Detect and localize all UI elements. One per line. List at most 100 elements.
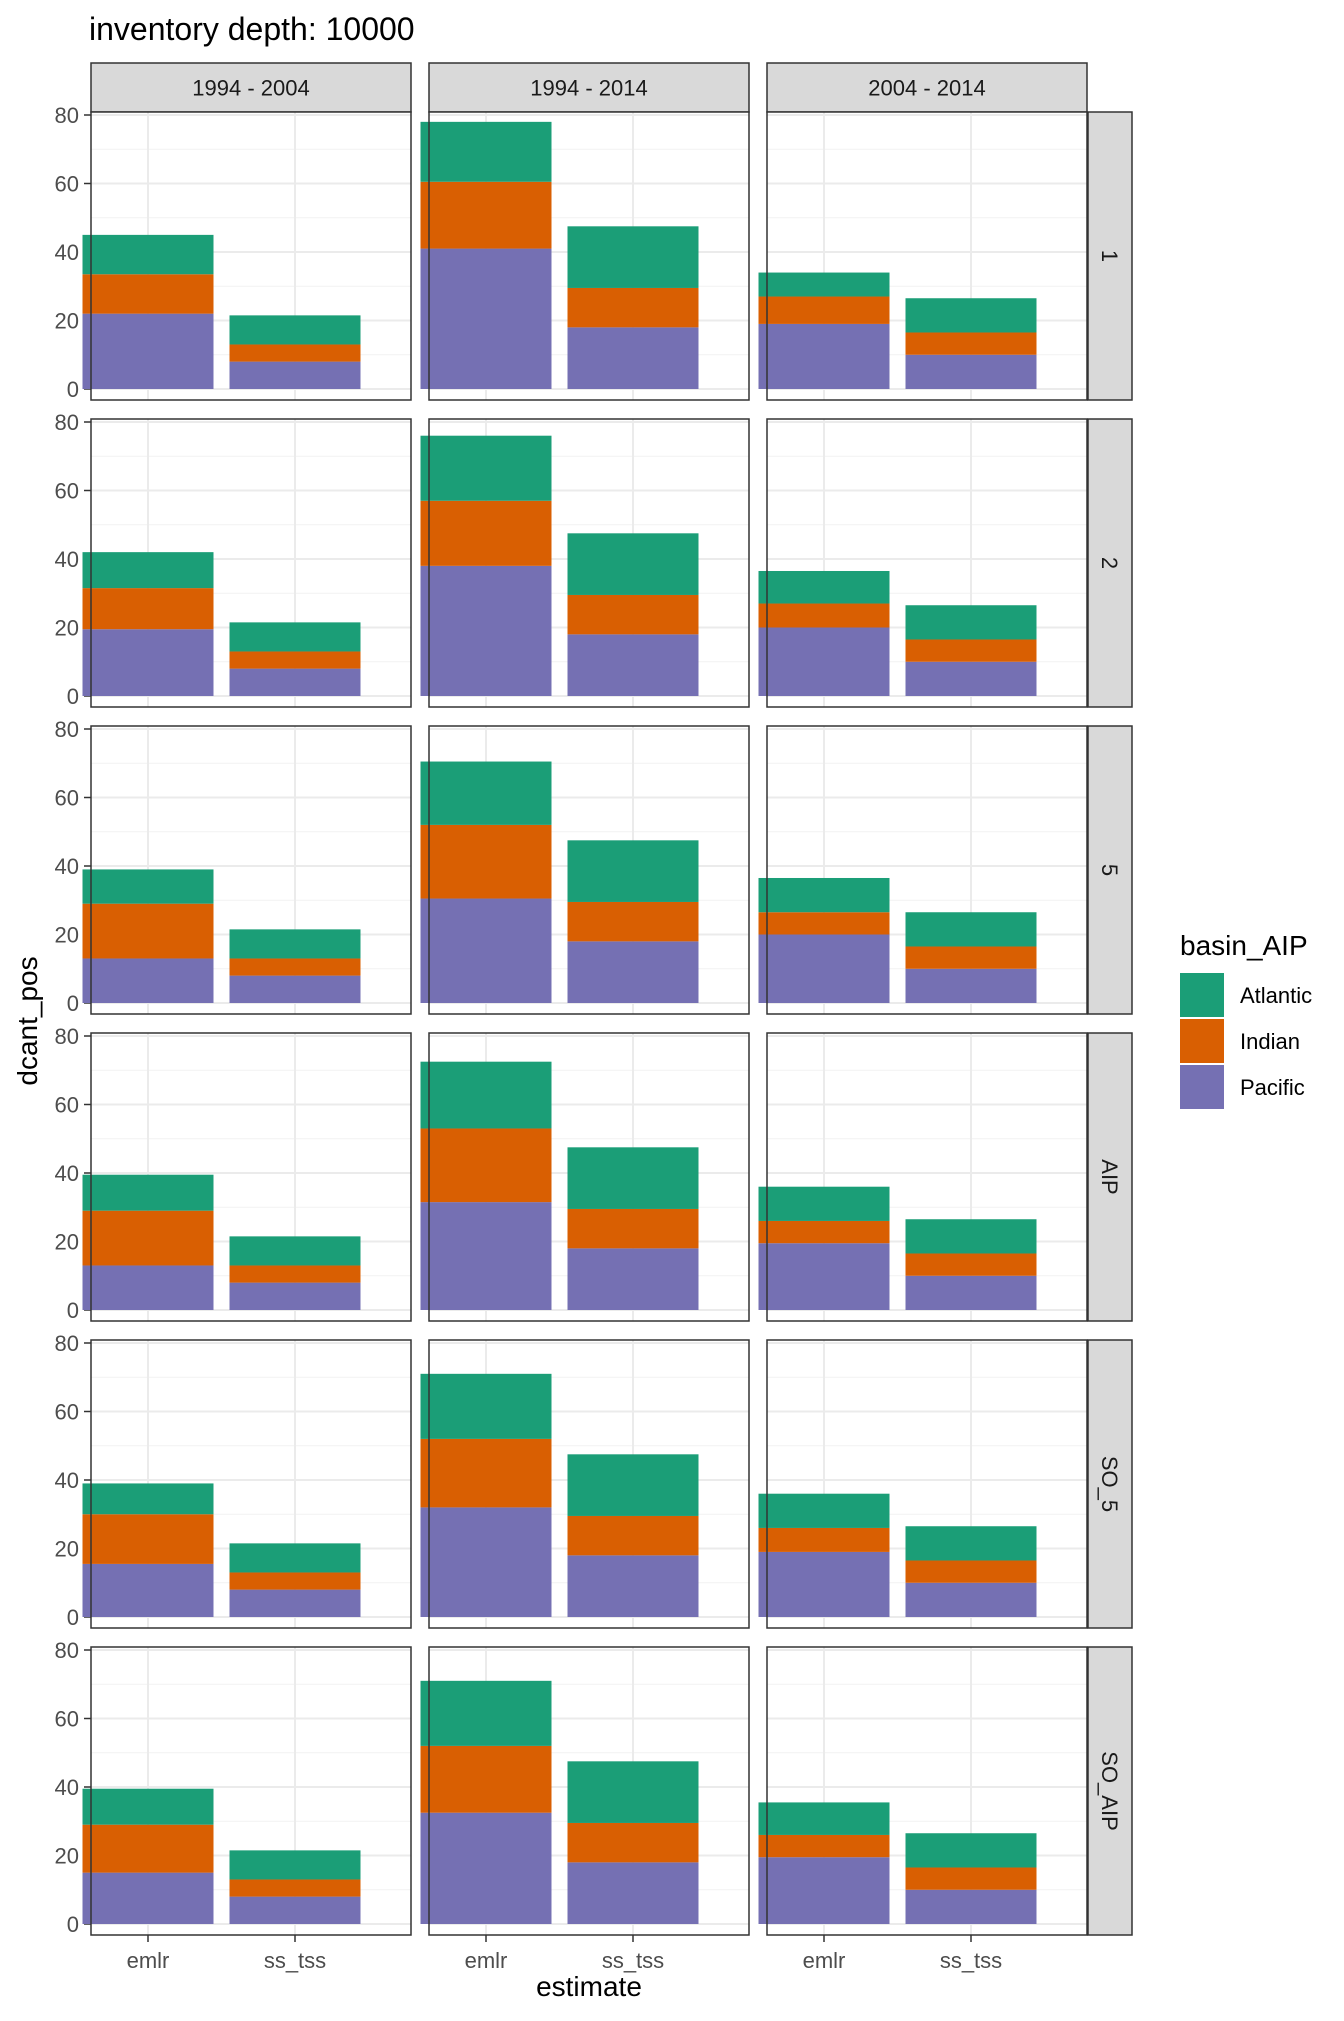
panel-border	[428, 1032, 750, 1322]
bar-emlr-atlantic	[420, 1680, 552, 1746]
y-tick-label: 0	[67, 684, 79, 709]
bar-emlr-indian	[82, 1514, 214, 1564]
panel-so-5-1994-2014	[420, 1339, 750, 1629]
bar-ss-tss-pacific	[229, 361, 361, 389]
bar-ss-tss-atlantic	[229, 622, 361, 652]
bar-emlr-pacific	[420, 565, 552, 696]
y-tick-label: 0	[67, 1912, 79, 1937]
bar-emlr-pacific	[82, 1563, 214, 1617]
bar-ss-tss-indian	[567, 901, 699, 942]
y-tick-label: 40	[55, 1161, 79, 1186]
y-tick-label: 0	[67, 377, 79, 402]
panel-so-5-2004-2014	[758, 1339, 1088, 1629]
bar-ss-tss-indian	[905, 1867, 1037, 1890]
legend-swatch-pacific	[1180, 1065, 1224, 1109]
bar-ss-tss-atlantic	[567, 1454, 699, 1516]
panel-border	[766, 725, 1088, 1015]
y-tick-label: 20	[55, 1537, 79, 1562]
panel-so-5-1994-2004	[82, 1339, 412, 1629]
x-tick-label: ss_tss	[602, 1948, 664, 1973]
bar-emlr-pacific	[758, 1551, 890, 1617]
panel-border	[766, 1032, 1088, 1322]
bar-emlr-pacific	[420, 1812, 552, 1924]
x-axis-title: estimate	[536, 1971, 642, 2002]
y-tick-label: 0	[67, 1605, 79, 1630]
y-tick-label: 60	[55, 1093, 79, 1118]
bar-emlr-pacific	[82, 1872, 214, 1924]
panel-border	[766, 418, 1088, 708]
y-tick-label: 80	[55, 103, 79, 128]
bar-emlr-pacific	[82, 629, 214, 696]
bar-ss-tss-indian	[229, 1572, 361, 1590]
bar-emlr-indian	[420, 1438, 552, 1508]
bar-ss-tss-atlantic	[567, 1761, 699, 1823]
panel-border	[90, 418, 412, 708]
bar-emlr-indian	[82, 1210, 214, 1266]
panel-aip-2004-2014	[758, 1032, 1088, 1322]
panel-1-2004-2014	[758, 111, 1088, 401]
bar-ss-tss-pacific	[905, 1275, 1037, 1310]
y-tick-label: 40	[55, 240, 79, 265]
bar-emlr-atlantic	[420, 121, 552, 182]
bar-ss-tss-atlantic	[229, 1850, 361, 1880]
bar-ss-tss-pacific	[567, 634, 699, 696]
bar-emlr-atlantic	[758, 1186, 890, 1221]
bar-ss-tss-pacific	[229, 1896, 361, 1924]
panel-aip-1994-2004	[82, 1032, 412, 1322]
bar-ss-tss-pacific	[229, 975, 361, 1003]
row-strip-label: AIP	[1097, 1159, 1122, 1194]
panel-border	[428, 1339, 750, 1629]
bar-ss-tss-atlantic	[567, 226, 699, 288]
row-strip-label: 2	[1097, 557, 1122, 569]
bar-ss-tss-pacific	[229, 1282, 361, 1310]
bar-ss-tss-indian	[905, 946, 1037, 969]
bar-ss-tss-indian	[229, 344, 361, 362]
legend: basin_AIP Atlantic Indian Pacific	[1180, 930, 1312, 1109]
bar-ss-tss-atlantic	[905, 1219, 1037, 1254]
row-strip-label: 1	[1097, 250, 1122, 262]
bar-ss-tss-indian	[905, 1560, 1037, 1583]
y-tick-label: 20	[55, 1230, 79, 1255]
bar-emlr-pacific	[82, 1265, 214, 1310]
row-strip-so-5	[1087, 1339, 1133, 1629]
bar-ss-tss-indian	[567, 594, 699, 635]
bar-emlr-pacific	[420, 1202, 552, 1310]
bar-ss-tss-atlantic	[229, 1236, 361, 1266]
bar-ss-tss-indian	[905, 332, 1037, 355]
panel-1-1994-2014	[420, 111, 750, 401]
bar-emlr-indian	[758, 1834, 890, 1858]
bar-emlr-indian	[420, 1128, 552, 1203]
panel-5-1994-2004	[82, 725, 412, 1015]
bar-ss-tss-atlantic	[567, 1147, 699, 1209]
panel-border	[428, 111, 750, 401]
column-strip-label: 1994 - 2004	[192, 76, 309, 101]
bar-emlr-atlantic	[758, 1802, 890, 1835]
bar-ss-tss-indian	[905, 1253, 1037, 1276]
bar-emlr-pacific	[82, 313, 214, 389]
bar-ss-tss-atlantic	[905, 912, 1037, 947]
panel-border	[90, 111, 412, 401]
panel-border	[90, 1339, 412, 1629]
row-strip-2	[1087, 418, 1133, 708]
y-tick-label: 0	[67, 1298, 79, 1323]
panel-2-2004-2014	[758, 418, 1088, 708]
legend-label-atlantic: Atlantic	[1240, 983, 1312, 1008]
bar-ss-tss-pacific	[905, 354, 1037, 389]
y-tick-label: 80	[55, 1638, 79, 1663]
y-tick-label: 60	[55, 786, 79, 811]
bar-ss-tss-indian	[567, 1822, 699, 1863]
bar-ss-tss-pacific	[229, 1589, 361, 1617]
legend-label-pacific: Pacific	[1240, 1075, 1305, 1100]
bar-emlr-atlantic	[420, 435, 552, 501]
bar-ss-tss-pacific	[567, 327, 699, 389]
bar-emlr-indian	[758, 1527, 890, 1552]
y-tick-label: 20	[55, 923, 79, 948]
legend-swatch-atlantic	[1180, 973, 1224, 1017]
x-tick-label: ss_tss	[940, 1948, 1002, 1973]
bar-emlr-pacific	[758, 1857, 890, 1924]
y-tick-label: 80	[55, 717, 79, 742]
bar-ss-tss-atlantic	[229, 1543, 361, 1573]
panel-border	[90, 1646, 412, 1936]
y-tick-label: 0	[67, 991, 79, 1016]
